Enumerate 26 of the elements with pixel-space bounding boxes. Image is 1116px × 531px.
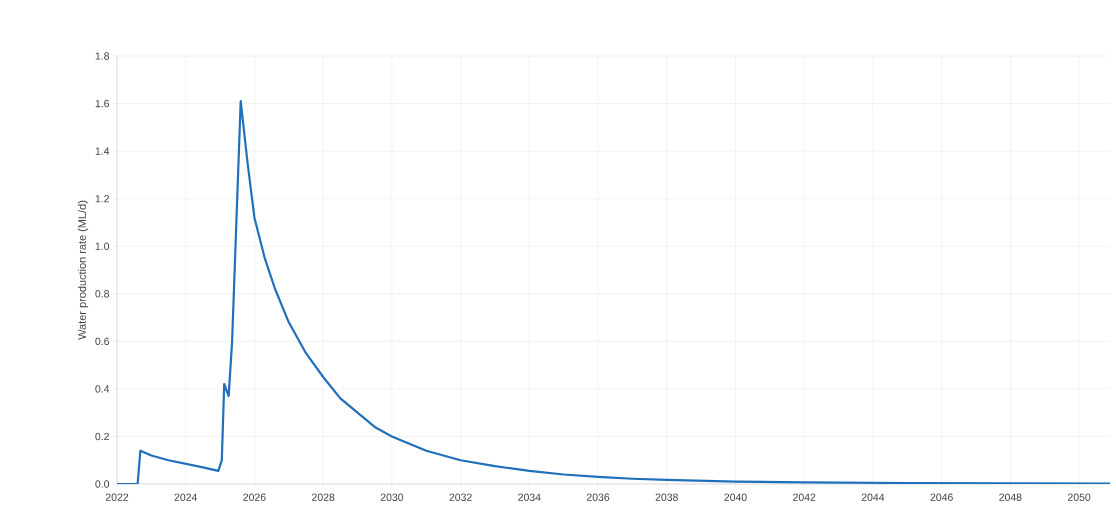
y-tick-label: 1.4	[95, 147, 110, 155]
x-tick-label: 2028	[312, 493, 335, 501]
y-tick-label: 1.8	[95, 52, 110, 60]
x-tick-label: 2036	[586, 493, 610, 501]
x-tick-label: 2044	[861, 493, 885, 501]
x-tick-label: 2026	[243, 493, 266, 501]
y-tick-label: 0.0	[95, 480, 110, 488]
y-tick-label: 0.4	[95, 385, 110, 393]
y-tick-label: 0.2	[95, 432, 109, 441]
x-tick-label: 2030	[380, 493, 404, 501]
y-tick-label: 1.6	[95, 99, 110, 108]
y-tick-label: 0.6	[95, 337, 110, 346]
x-tick-label: 2038	[655, 493, 678, 501]
x-tick-label: 2048	[999, 493, 1022, 501]
x-tick-label: 2042	[793, 493, 816, 501]
x-tick-label: 2032	[449, 493, 472, 501]
x-tick-label: 2040	[724, 493, 747, 501]
y-tick-label: 1.0	[95, 242, 110, 250]
y-axis-title: Water production rate (ML/d)	[77, 200, 89, 340]
x-tick-label: 2046	[930, 493, 953, 501]
x-tick-label: 2024	[174, 493, 198, 501]
y-tick-label: 1.2	[95, 195, 109, 203]
x-tick-label: 2022	[105, 493, 129, 501]
x-tick-label: 2034	[518, 493, 541, 501]
y-tick-label: 0.8	[95, 290, 110, 298]
x-tick-label: 2050	[1067, 493, 1091, 501]
